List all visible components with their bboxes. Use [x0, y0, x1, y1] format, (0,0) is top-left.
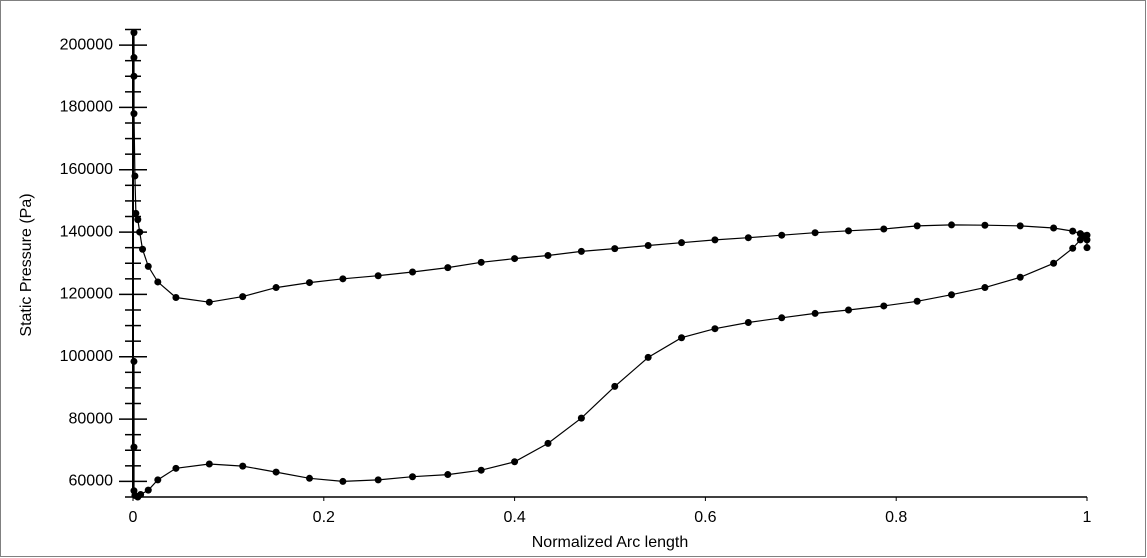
data-point — [811, 229, 819, 237]
data-point — [154, 476, 162, 484]
y-tick-label: 80000 — [69, 410, 114, 427]
data-point — [409, 473, 417, 481]
data-point — [139, 245, 147, 253]
y-tick-label: 120000 — [60, 286, 113, 303]
data-point — [511, 458, 519, 466]
data-point — [477, 258, 485, 266]
data-point — [205, 460, 213, 468]
data-point — [130, 54, 138, 62]
data-point — [305, 279, 313, 287]
data-point — [778, 231, 786, 239]
data-point — [744, 234, 752, 242]
data-point — [644, 353, 652, 361]
data-point — [374, 272, 382, 280]
data-point — [444, 264, 452, 272]
x-axis-title: Normalized Arc length — [532, 534, 689, 551]
data-point — [272, 468, 280, 476]
data-point — [130, 110, 138, 118]
data-point — [811, 309, 819, 317]
data-point — [1016, 222, 1024, 230]
data-point — [305, 474, 313, 482]
data-point — [239, 293, 247, 301]
data-point — [1050, 259, 1058, 267]
data-point — [1076, 236, 1084, 244]
data-point — [981, 221, 989, 229]
y-axis-title: Static Pressure (Pa) — [18, 193, 35, 336]
data-point — [144, 262, 152, 270]
x-tick-label: 0.4 — [503, 509, 525, 526]
data-point — [130, 72, 138, 80]
data-point — [778, 314, 786, 322]
data-point — [678, 334, 686, 342]
data-point — [205, 298, 213, 306]
data-point — [1050, 224, 1058, 232]
data-point — [511, 255, 519, 263]
y-tick-label: 140000 — [60, 223, 113, 240]
data-point — [172, 294, 180, 302]
data-point — [144, 486, 152, 494]
data-point — [172, 464, 180, 472]
x-tick-label: 0 — [129, 509, 138, 526]
data-point — [1083, 231, 1091, 239]
data-point — [339, 275, 347, 283]
data-point — [272, 284, 280, 292]
y-tick-label: 160000 — [60, 161, 113, 178]
data-point — [544, 439, 552, 447]
data-point — [339, 477, 347, 485]
data-point — [880, 225, 888, 233]
data-point — [1069, 227, 1077, 235]
data-point — [154, 278, 162, 286]
data-point — [644, 241, 652, 249]
data-point — [1083, 244, 1091, 252]
data-point — [913, 297, 921, 305]
data-point — [137, 491, 145, 499]
data-point — [130, 357, 138, 365]
data-point — [136, 228, 144, 236]
data-point — [477, 466, 485, 474]
data-point — [611, 245, 619, 253]
data-point — [711, 325, 719, 333]
data-point — [845, 306, 852, 314]
data-point — [409, 268, 417, 276]
data-point — [577, 414, 585, 422]
y-tick-label: 100000 — [60, 348, 113, 365]
x-tick-label: 0.2 — [313, 509, 335, 526]
data-point — [948, 221, 956, 229]
data-point — [131, 172, 139, 180]
data-point — [1069, 244, 1077, 252]
data-point — [744, 318, 752, 326]
data-point — [130, 443, 138, 451]
data-point — [981, 284, 989, 292]
x-tick-label: 0.8 — [885, 509, 907, 526]
data-point — [444, 471, 452, 479]
x-tick-label: 0.6 — [694, 509, 716, 526]
y-tick-label: 60000 — [69, 473, 114, 490]
data-point — [130, 29, 138, 37]
data-point — [544, 251, 552, 259]
data-point — [913, 222, 921, 230]
data-point — [948, 291, 956, 299]
data-point — [577, 247, 585, 255]
x-tick-label: 1 — [1083, 509, 1092, 526]
data-point — [134, 216, 142, 224]
data-point — [678, 239, 686, 247]
data-point — [239, 462, 247, 470]
y-tick-label: 200000 — [60, 36, 113, 53]
data-point — [611, 382, 619, 390]
data-point — [1016, 273, 1024, 281]
data-point — [845, 227, 852, 235]
data-point — [711, 236, 719, 244]
data-point — [880, 302, 888, 310]
y-tick-label: 180000 — [60, 99, 113, 116]
data-point — [374, 476, 382, 484]
data-point — [132, 209, 140, 217]
